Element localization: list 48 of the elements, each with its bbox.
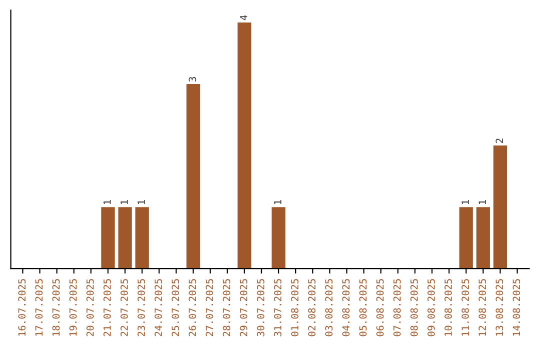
x-tick-label: 23.07.2025 bbox=[138, 279, 145, 336]
bar bbox=[118, 207, 132, 269]
x-tick-label: 06.08.2025 bbox=[376, 279, 384, 336]
x-tick-label: 14.08.2025 bbox=[512, 279, 520, 336]
x-tick-label: 30.07.2025 bbox=[256, 279, 264, 336]
x-tick-label: 10.08.2025 bbox=[444, 279, 452, 336]
bar bbox=[135, 207, 149, 269]
bar bbox=[186, 84, 200, 269]
x-tick-label: 01.08.2025 bbox=[291, 279, 298, 336]
data-label: 1 bbox=[274, 200, 282, 204]
x-tick-label: 02.08.2025 bbox=[308, 279, 316, 336]
x-tick-label: 19.07.2025 bbox=[69, 279, 77, 336]
x-tick-label: 05.08.2025 bbox=[359, 279, 367, 336]
x-tick-label: 25.07.2025 bbox=[172, 279, 180, 336]
data-label: 1 bbox=[120, 200, 128, 204]
x-tick-label: 26.07.2025 bbox=[188, 279, 196, 336]
bar bbox=[101, 207, 115, 269]
data-label: 4 bbox=[240, 15, 248, 20]
data-label: 3 bbox=[188, 77, 196, 82]
x-tick-label: 12.08.2025 bbox=[478, 279, 486, 336]
x-tick-label: 17.07.2025 bbox=[35, 279, 43, 336]
data-label: 2 bbox=[496, 138, 503, 143]
bar bbox=[476, 207, 490, 269]
bar bbox=[459, 207, 473, 269]
bar bbox=[493, 146, 508, 269]
x-tick-label: 16.07.2025 bbox=[18, 279, 26, 336]
data-label: 1 bbox=[462, 200, 469, 204]
x-tick-label: 20.07.2025 bbox=[86, 279, 94, 336]
x-tick-label: 29.07.2025 bbox=[240, 279, 248, 336]
x-tick-label: 03.08.2025 bbox=[325, 279, 333, 336]
data-label: 1 bbox=[138, 200, 145, 204]
x-tick-label: 18.07.2025 bbox=[52, 279, 60, 336]
x-tick-label: 11.08.2025 bbox=[462, 279, 469, 336]
x-tick-label: 24.07.2025 bbox=[154, 279, 162, 336]
x-tick-label: 04.08.2025 bbox=[342, 279, 350, 336]
x-tick-label: 31.07.2025 bbox=[274, 279, 282, 336]
x-tick-label: 08.08.2025 bbox=[410, 279, 418, 336]
x-tick-label: 13.08.2025 bbox=[496, 279, 504, 336]
bar bbox=[272, 207, 286, 269]
x-tick-label: 28.07.2025 bbox=[222, 279, 230, 336]
data-label: 1 bbox=[104, 200, 111, 204]
bar bbox=[238, 22, 252, 269]
x-tick-label: 21.07.2025 bbox=[103, 279, 111, 336]
x-tick-label: 22.07.2025 bbox=[120, 279, 128, 336]
x-tick-label: 07.08.2025 bbox=[393, 279, 401, 336]
data-label: 1 bbox=[478, 200, 486, 204]
x-tick-label: 09.08.2025 bbox=[427, 279, 435, 336]
x-tick-label: 27.07.2025 bbox=[206, 279, 214, 336]
